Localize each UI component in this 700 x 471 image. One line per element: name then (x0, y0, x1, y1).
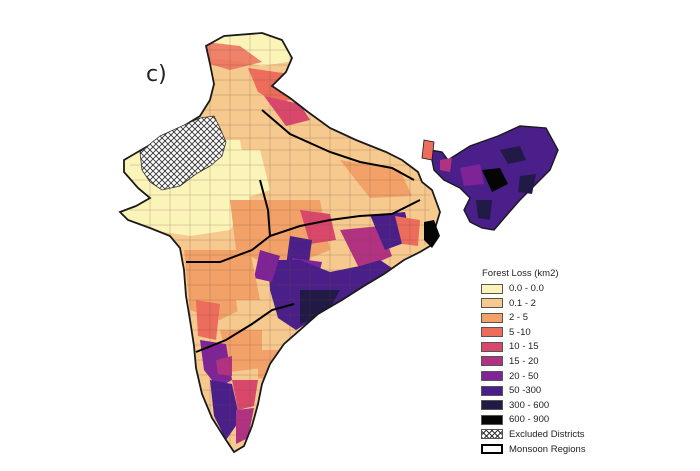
legend-swatch (481, 356, 503, 367)
legend-label: 20 - 50 (509, 370, 539, 382)
legend-label-excluded: Excluded Districts (509, 428, 585, 440)
legend-title: Forest Loss (km2) (482, 268, 559, 279)
panel-label: c) (146, 62, 167, 87)
legend-label: 0.0 - 0.0 (509, 283, 544, 294)
legend-item: 600 - 900 (481, 413, 661, 426)
legend-swatch (481, 414, 503, 425)
legend-swatch (481, 298, 503, 309)
legend-item-regions: Monsoon Regions (481, 443, 661, 456)
legend-label: 10 - 15 (509, 341, 539, 353)
legend-item: 10 - 15 (481, 340, 661, 353)
legend-item: 0.0 - 0.0 (481, 282, 661, 295)
legend-label: 600 - 900 (509, 414, 550, 426)
legend-label: 15 - 20 (509, 355, 539, 367)
legend-swatch (481, 385, 503, 396)
legend-item: 2 - 5 (481, 311, 661, 324)
legend-label: 5 -10 (509, 326, 531, 338)
legend-item: 50 -300 (481, 384, 661, 397)
legend-swatch (481, 341, 503, 352)
monsoon-region-boundaries (186, 109, 421, 353)
legend-label: 2 - 5 (509, 312, 529, 324)
legend-swatch (481, 371, 503, 382)
legend-items: 0.0 - 0.0 0.1 - 2 2 - 5 5 -10 10 - 15 15 - 20… (481, 282, 661, 426)
legend-swatch (481, 400, 503, 411)
legend-swatch-regions (481, 444, 503, 455)
excluded-districts-area (139, 115, 227, 191)
legend-swatch (481, 327, 503, 338)
legend-item: 20 - 50 (481, 370, 661, 383)
map-legend: Forest Loss (km2) 0.0 - 0.0 0.1 - 2 2 - 5 5… (481, 268, 661, 457)
legend-item: 15 - 20 (481, 355, 661, 368)
legend-label: 300 - 600 (509, 399, 550, 411)
legend-swatch (481, 283, 503, 294)
northeast-districts (421, 125, 559, 231)
legend-item-excluded: Excluded Districts (481, 428, 661, 441)
tripura-district (424, 220, 440, 248)
legend-item: 5 -10 (481, 326, 661, 339)
legend-item: 300 - 600 (481, 399, 661, 412)
legend-item: 0.1 - 2 (481, 297, 661, 310)
legend-label: 0.1 - 2 (509, 297, 536, 309)
legend-swatch-excluded (481, 429, 503, 440)
legend-swatch (481, 312, 503, 323)
legend-label-regions: Monsoon Regions (509, 443, 586, 455)
legend-label: 50 -300 (509, 385, 542, 397)
